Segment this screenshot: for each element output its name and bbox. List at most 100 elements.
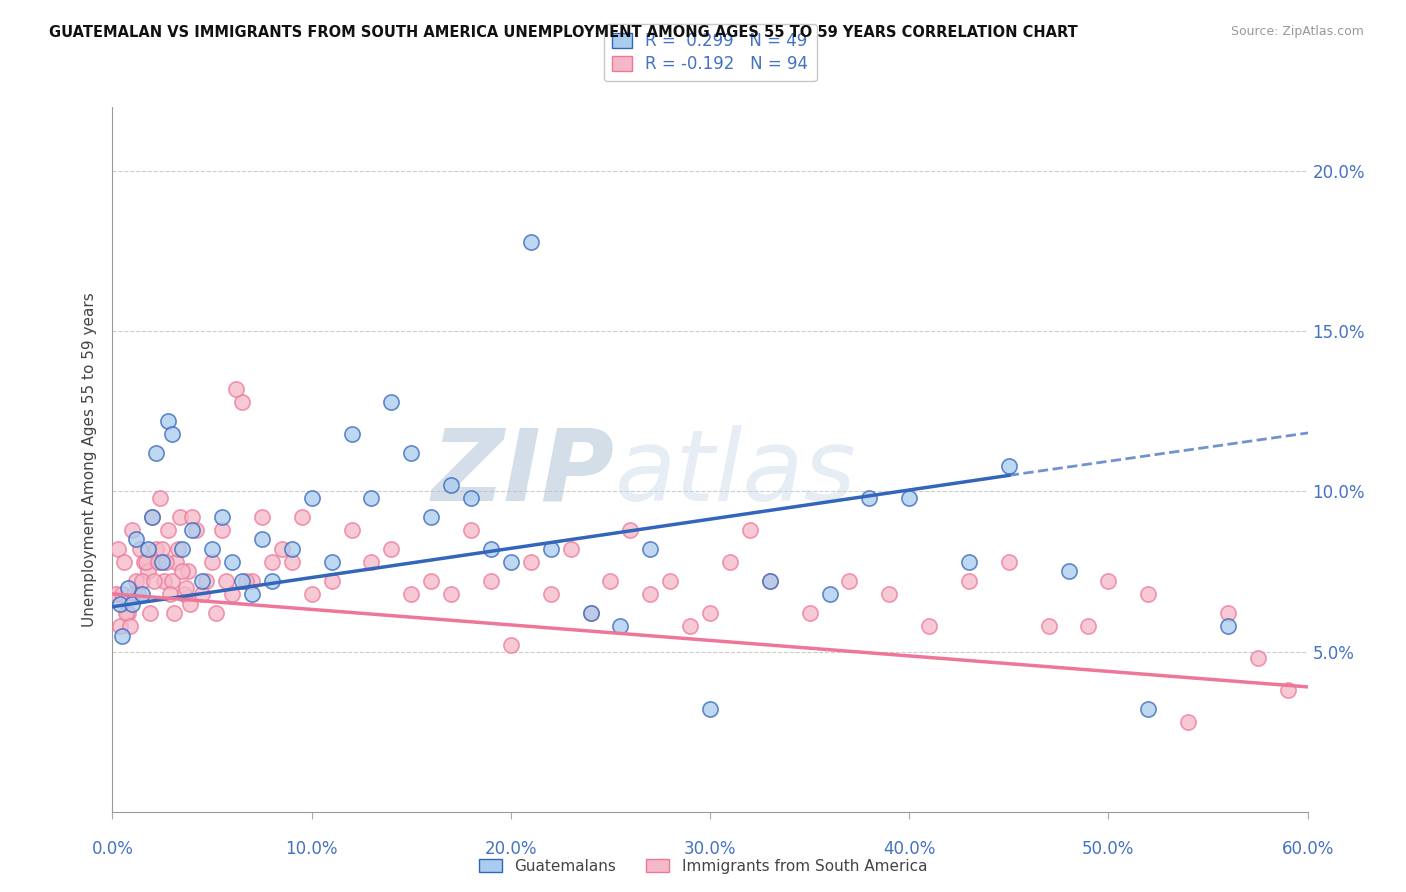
- Text: atlas: atlas: [614, 425, 856, 522]
- Point: [818, 587, 841, 601]
- Legend: Guatemalans, Immigrants from South America: Guatemalans, Immigrants from South Ameri…: [472, 853, 934, 880]
- Point: [162, 426, 183, 441]
- Text: 0.0%: 0.0%: [91, 840, 134, 858]
- Point: [679, 619, 702, 633]
- Point: [139, 606, 162, 620]
- Point: [162, 574, 183, 588]
- Point: [1097, 574, 1119, 588]
- Point: [129, 542, 152, 557]
- Point: [599, 574, 621, 588]
- Point: [957, 574, 980, 588]
- Point: [1247, 651, 1270, 665]
- Point: [440, 478, 463, 492]
- Point: [211, 510, 233, 524]
- Text: GUATEMALAN VS IMMIGRANTS FROM SOUTH AMERICA UNEMPLOYMENT AMONG AGES 55 TO 59 YEA: GUATEMALAN VS IMMIGRANTS FROM SOUTH AMER…: [49, 25, 1078, 40]
- Text: 20.0%: 20.0%: [485, 840, 537, 858]
- Point: [1277, 683, 1299, 698]
- Point: [460, 491, 482, 505]
- Point: [159, 587, 181, 601]
- Point: [520, 555, 543, 569]
- Y-axis label: Unemployment Among Ages 55 to 59 years: Unemployment Among Ages 55 to 59 years: [82, 292, 97, 627]
- Point: [173, 587, 195, 601]
- Point: [240, 574, 263, 588]
- Point: [281, 542, 304, 557]
- Point: [157, 414, 180, 428]
- Point: [1137, 587, 1160, 601]
- Point: [340, 426, 363, 441]
- Point: [124, 587, 146, 601]
- Point: [380, 542, 402, 557]
- Point: [499, 638, 522, 652]
- Point: [260, 555, 283, 569]
- Point: [191, 587, 214, 601]
- Point: [1057, 565, 1080, 579]
- Point: [401, 587, 423, 601]
- Point: [1137, 702, 1160, 716]
- Point: [163, 606, 186, 620]
- Point: [167, 542, 190, 557]
- Point: [401, 446, 423, 460]
- Point: [640, 542, 662, 557]
- Point: [957, 555, 980, 569]
- Point: [340, 523, 363, 537]
- Point: [281, 555, 304, 569]
- Point: [150, 542, 173, 557]
- Point: [110, 619, 132, 633]
- Point: [117, 606, 139, 620]
- Point: [201, 555, 224, 569]
- Point: [174, 581, 197, 595]
- Point: [260, 574, 283, 588]
- Point: [150, 555, 173, 569]
- Point: [1216, 619, 1239, 633]
- Point: [898, 491, 921, 505]
- Point: [141, 510, 163, 524]
- Point: [321, 555, 343, 569]
- Point: [114, 555, 135, 569]
- Point: [107, 542, 129, 557]
- Point: [153, 574, 176, 588]
- Point: [225, 382, 247, 396]
- Text: 50.0%: 50.0%: [1083, 840, 1135, 858]
- Point: [858, 491, 880, 505]
- Point: [499, 555, 522, 569]
- Point: [799, 606, 821, 620]
- Point: [619, 523, 641, 537]
- Point: [120, 619, 142, 633]
- Point: [195, 574, 218, 588]
- Point: [105, 587, 128, 601]
- Point: [181, 510, 204, 524]
- Point: [998, 458, 1021, 473]
- Point: [360, 491, 382, 505]
- Point: [205, 606, 228, 620]
- Point: [157, 523, 180, 537]
- Point: [918, 619, 941, 633]
- Point: [699, 606, 721, 620]
- Point: [135, 555, 157, 569]
- Point: [759, 574, 782, 588]
- Point: [479, 574, 502, 588]
- Point: [172, 565, 194, 579]
- Text: 30.0%: 30.0%: [683, 840, 737, 858]
- Point: [111, 587, 134, 601]
- Point: [169, 510, 191, 524]
- Point: [191, 574, 214, 588]
- Point: [479, 542, 502, 557]
- Point: [165, 555, 187, 569]
- Point: [211, 523, 233, 537]
- Text: Source: ZipAtlas.com: Source: ZipAtlas.com: [1230, 25, 1364, 38]
- Point: [138, 542, 160, 557]
- Point: [659, 574, 682, 588]
- Point: [360, 555, 382, 569]
- Point: [181, 523, 204, 537]
- Point: [609, 619, 631, 633]
- Point: [520, 235, 543, 249]
- Point: [121, 597, 143, 611]
- Point: [148, 555, 170, 569]
- Point: [718, 555, 741, 569]
- Point: [879, 587, 901, 601]
- Point: [579, 606, 602, 620]
- Point: [231, 394, 253, 409]
- Point: [540, 542, 562, 557]
- Point: [1177, 714, 1199, 729]
- Point: [240, 587, 263, 601]
